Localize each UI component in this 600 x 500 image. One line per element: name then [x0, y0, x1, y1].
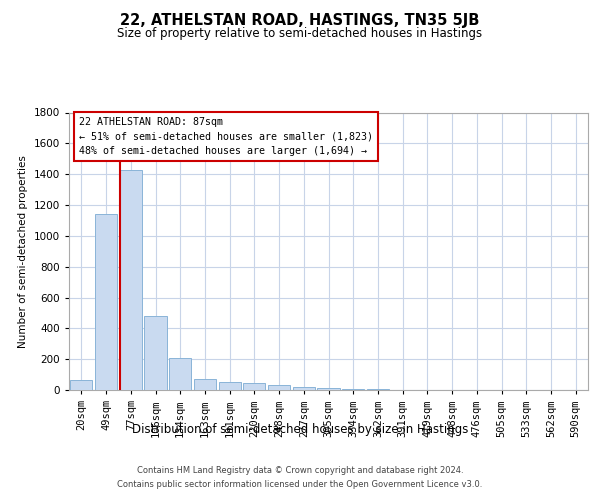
Bar: [194, 379, 216, 390]
Text: Contains public sector information licensed under the Open Government Licence v3: Contains public sector information licen…: [118, 480, 482, 489]
Y-axis label: Number of semi-detached properties: Number of semi-detached properties: [18, 155, 28, 348]
Text: Contains HM Land Registry data © Crown copyright and database right 2024.: Contains HM Land Registry data © Crown c…: [137, 466, 463, 475]
Bar: [293, 387, 315, 390]
Text: 22 ATHELSTAN ROAD: 87sqm
← 51% of semi-detached houses are smaller (1,823)
48% o: 22 ATHELSTAN ROAD: 87sqm ← 51% of semi-d…: [79, 116, 373, 156]
Bar: [218, 382, 241, 390]
Bar: [70, 380, 92, 390]
Bar: [119, 170, 142, 390]
Text: Distribution of semi-detached houses by size in Hastings: Distribution of semi-detached houses by …: [132, 422, 468, 436]
Bar: [145, 316, 167, 390]
Bar: [95, 214, 117, 390]
Bar: [342, 389, 364, 390]
Bar: [268, 384, 290, 390]
Bar: [317, 388, 340, 390]
Bar: [243, 383, 265, 390]
Text: 22, ATHELSTAN ROAD, HASTINGS, TN35 5JB: 22, ATHELSTAN ROAD, HASTINGS, TN35 5JB: [121, 12, 479, 28]
Bar: [367, 389, 389, 390]
Bar: [169, 358, 191, 390]
Text: Size of property relative to semi-detached houses in Hastings: Size of property relative to semi-detach…: [118, 28, 482, 40]
